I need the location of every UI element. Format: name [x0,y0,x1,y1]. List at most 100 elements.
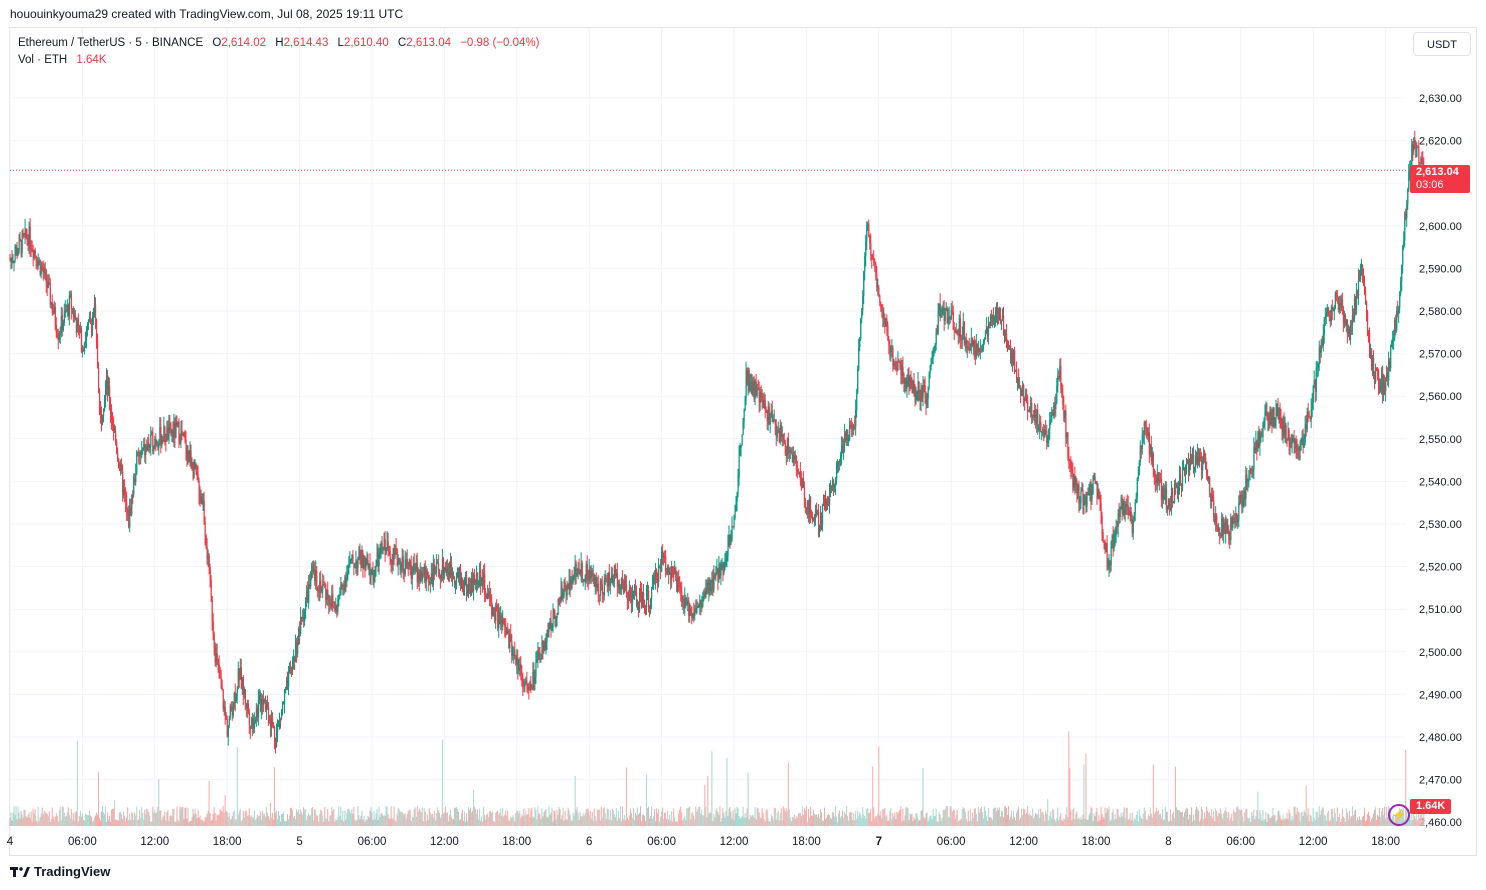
candle-body [86,324,89,331]
candle-body [1019,386,1021,388]
volume-bar [487,813,489,826]
volume-bar [305,809,307,826]
volume-bar [146,808,148,826]
volume-bar [989,816,991,826]
volume-bar [1309,814,1311,826]
candle-body [988,323,991,327]
volume-bar [1087,819,1089,826]
candle-body [776,432,778,437]
volume-bar [232,811,234,826]
candle-body [590,570,592,578]
volume-bar [10,812,12,826]
candle-body [964,339,966,344]
currency-button[interactable]: USDT [1413,32,1471,56]
volume-bar [257,816,259,826]
candle-body [112,419,114,426]
tradingview-logo[interactable]: TradingView [10,864,110,879]
volume-bar [203,821,205,826]
volume-bar [16,819,18,826]
candle-body [942,308,944,313]
lightning-icon[interactable]: ⚡ [1388,804,1410,826]
volume-bar [1118,816,1120,826]
candle-body [1377,369,1379,372]
symbol-label[interactable]: Ethereum / TetherUS · 5 · BINANCE [18,37,204,49]
candle-body [313,569,315,572]
candle-body [902,367,904,375]
candle-body [840,456,842,462]
volume-bar [428,808,430,826]
volume-bar [459,819,461,826]
volume-bar [187,807,189,826]
candle-body [920,387,922,401]
candle-body [1322,334,1324,346]
volume-bar [553,810,555,826]
candle-body [263,699,266,701]
volume-bar [614,816,616,826]
candle-body [468,584,470,591]
candle-body [71,308,74,310]
candle-body [796,470,799,472]
volume-bar [398,809,400,826]
volume-bar [28,812,30,826]
candle-body [572,577,574,584]
volume-bar [1203,819,1205,826]
volume-bar [1151,817,1153,826]
candle-body [729,535,731,544]
volume-bar [636,807,638,826]
candle-body [49,283,51,305]
volume-bar [377,819,379,826]
candle-body [1167,499,1170,509]
volume-bar [394,820,396,826]
candle-body [996,308,999,318]
candle-body [779,425,781,443]
candle-body [267,706,270,721]
candle-body [1392,340,1394,343]
volume-bar [715,810,717,826]
volume-bar [329,815,331,826]
candle-body [1143,422,1145,435]
candle-body [543,641,545,651]
candle-body [819,512,822,532]
volume-bar [195,813,197,826]
volume-bar [434,820,436,826]
volume-label[interactable]: Vol · ETH [18,54,68,66]
candle-body [1152,453,1155,470]
volume-bar [496,811,498,826]
volume-bar [1160,818,1162,826]
candle-body [1239,494,1241,504]
volume-bar [1184,809,1186,826]
x-axis-tick: 06:00 [1226,836,1255,848]
volume-bar [1291,815,1293,826]
volume-bar [780,808,782,826]
volume-bar [391,817,393,826]
candle-body [11,258,13,262]
candle-body [190,450,192,468]
volume-bar [1314,820,1316,826]
candle-body [938,303,940,312]
volume-bar [432,817,434,826]
candle-body [1157,472,1160,483]
candle-body [1283,421,1285,434]
candle-body [452,574,455,578]
volume-bar [940,820,942,826]
volume-bar [1186,807,1187,826]
candle-body [30,247,32,250]
volume-bar [18,812,20,826]
volume-bar [92,820,94,826]
volume-bar [365,819,367,826]
volume-bar [1347,819,1349,826]
candle-body [1214,517,1216,523]
candle-body [1364,291,1367,302]
candle-body [334,606,336,612]
volume-bar [493,821,495,826]
volume-bar [1028,814,1030,826]
candle-body [1068,455,1070,462]
candle-body [736,493,738,503]
volume-bar [727,816,729,826]
candle-body [245,703,248,708]
volume-bar [180,808,182,826]
volume-bar [1418,806,1420,826]
candle-body [58,334,60,341]
candle-body [1024,398,1026,401]
